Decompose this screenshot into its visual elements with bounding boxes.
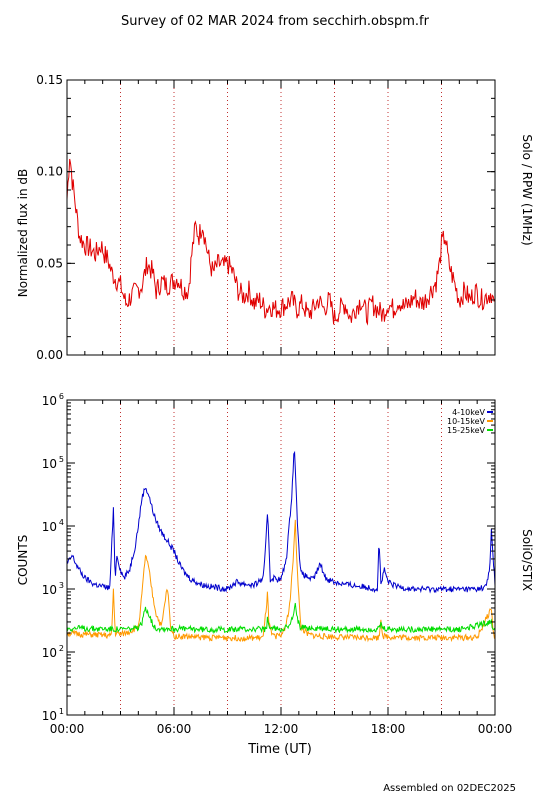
x-tick-label: 00:00 — [478, 722, 513, 736]
y-tick-label: 0.10 — [36, 165, 63, 179]
series-rpw-flux — [66, 158, 496, 326]
top-side-label: Solo / RPW (1MHz) — [520, 134, 534, 245]
y-tick-exponent: 5 — [59, 455, 64, 464]
bottom-side-label: SoliO/STIX — [520, 529, 534, 591]
y-tick-label: 10 — [42, 457, 57, 471]
y-tick-label: 10 — [42, 646, 57, 660]
y-tick-label: 10 — [42, 520, 57, 534]
legend-label: 4-10keV — [452, 408, 485, 417]
series-10-15keV — [66, 519, 496, 643]
y-tick-exponent: 1 — [59, 707, 64, 716]
rpw-panel: 0.00 0.05 0.10 0.15 — [36, 73, 496, 362]
chart-title: Survey of 02 MAR 2024 from secchirh.obsp… — [121, 14, 430, 29]
x-tick-label: 18:00 — [371, 722, 406, 736]
y-tick-exponent: 2 — [59, 644, 64, 653]
series-4-10keV — [66, 450, 496, 594]
y-tick-label: 0.00 — [36, 348, 63, 362]
y-tick-label: 10 — [42, 709, 57, 723]
x-tick-label: 12:00 — [264, 722, 299, 736]
top-ylabel: Normalized flux in dB — [16, 169, 30, 298]
bottom-ylabel: COUNTS — [16, 535, 30, 586]
x-tick-label: 00:00 — [50, 722, 85, 736]
y-tick-label: 0.05 — [36, 256, 63, 270]
legend-label: 15-25keV — [447, 426, 486, 435]
footer-assembled: Assembled on 02DEC2025 — [383, 783, 516, 794]
y-tick-label: 0.15 — [36, 73, 63, 87]
y-tick-exponent: 4 — [59, 518, 64, 527]
legend-label: 10-15keV — [447, 417, 486, 426]
y-tick-exponent: 6 — [59, 392, 64, 401]
x-axis-title: Time (UT) — [247, 742, 312, 757]
series-15-25keV — [66, 602, 496, 634]
plot-frame — [66, 399, 496, 716]
y-tick-label: 10 — [42, 583, 57, 597]
y-tick-label: 10 — [42, 394, 57, 408]
y-tick-exponent: 3 — [59, 581, 64, 590]
x-tick-label: 06:00 — [157, 722, 192, 736]
